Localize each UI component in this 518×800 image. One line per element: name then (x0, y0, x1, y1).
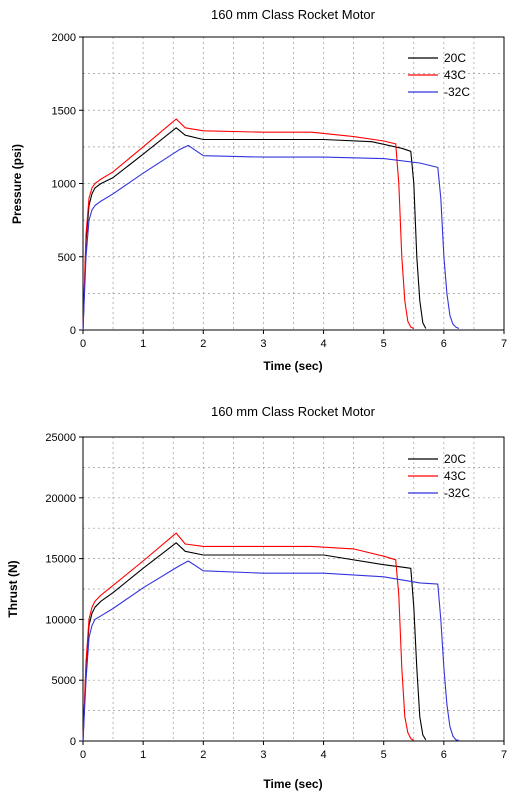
pressure-series-line-2 (82, 144, 460, 331)
pressure-y-ticks: 0 500 1000 1500 2000 (52, 32, 83, 337)
pressure-x-tick-label: 0 (80, 338, 86, 350)
thrust-legend-label-1: 43C (444, 469, 466, 483)
pressure-y-tick-label: 1000 (52, 179, 76, 191)
thrust-y-axis-label: Thrust (N) (6, 560, 20, 617)
thrust-x-tick-label: 3 (260, 749, 266, 761)
thrust-legend-label-2: -32C (444, 486, 470, 500)
pressure-x-tick-label: 1 (140, 338, 146, 350)
thrust-chart-title: 160 mm Class Rocket Motor (211, 404, 376, 419)
thrust-legend: 20C 43C -32C (408, 452, 470, 500)
thrust-y-tick-label: 25000 (45, 432, 76, 444)
thrust-y-tick-label: 5000 (52, 675, 76, 687)
thrust-x-tick-label: 5 (381, 749, 387, 761)
thrust-x-tick-label: 6 (441, 749, 447, 761)
thrust-legend-label-0: 20C (444, 452, 466, 466)
pressure-y-tick-label: 2000 (52, 32, 76, 44)
thrust-x-tick-label: 7 (501, 749, 507, 761)
pressure-y-tick-label: 1500 (52, 105, 76, 117)
thrust-x-ticks: 0 1 2 3 4 5 6 7 (80, 741, 507, 761)
thrust-y-tick-label: 20000 (45, 493, 76, 505)
thrust-y-tick-label: 15000 (45, 554, 76, 566)
pressure-series (82, 118, 460, 331)
pressure-x-tick-label: 2 (200, 338, 206, 350)
thrust-y-ticks: 0 5000 10000 15000 20000 25000 (45, 432, 83, 748)
pressure-x-tick-label: 7 (501, 338, 507, 350)
pressure-y-tick-label: 0 (70, 325, 76, 337)
pressure-legend: 20C 43C -32C (408, 51, 470, 99)
thrust-y-tick-label: 0 (70, 736, 76, 748)
thrust-x-tick-label: 4 (321, 749, 327, 761)
pressure-series-line-1 (82, 118, 415, 331)
pressure-x-ticks: 0 1 2 3 4 5 6 7 (80, 330, 507, 350)
thrust-series-line-0 (82, 542, 427, 742)
thrust-series-line-2 (82, 560, 460, 742)
pressure-series-line-0 (82, 127, 427, 331)
pressure-chart: 160 mm Class Rocket Motor 0 1 2 3 4 5 6 7 0 500 1… (10, 7, 507, 373)
pressure-grid (83, 37, 504, 330)
thrust-y-tick-label: 10000 (45, 614, 76, 626)
pressure-y-axis-label: Pressure (psi) (10, 144, 24, 224)
pressure-x-axis-label: Time (sec) (263, 359, 322, 373)
pressure-legend-label-2: -32C (444, 85, 470, 99)
pressure-x-tick-label: 3 (260, 338, 266, 350)
thrust-series-line-1 (82, 532, 415, 742)
pressure-y-tick-label: 500 (58, 252, 76, 264)
pressure-x-tick-label: 6 (441, 338, 447, 350)
pressure-x-tick-label: 4 (321, 338, 327, 350)
pressure-chart-title: 160 mm Class Rocket Motor (211, 7, 376, 22)
pressure-x-tick-label: 5 (381, 338, 387, 350)
thrust-chart: 160 mm Class Rocket Motor 0 1 2 3 4 5 6 7 0 5000… (6, 404, 507, 791)
thrust-x-tick-label: 0 (80, 749, 86, 761)
pressure-legend-label-0: 20C (444, 51, 466, 65)
thrust-x-axis-label: Time (sec) (263, 777, 322, 791)
thrust-grid (83, 437, 504, 741)
thrust-series (82, 532, 460, 742)
thrust-x-tick-label: 1 (140, 749, 146, 761)
thrust-x-tick-label: 2 (200, 749, 206, 761)
pressure-legend-label-1: 43C (444, 68, 466, 82)
thrust-plot-frame (82, 436, 505, 742)
